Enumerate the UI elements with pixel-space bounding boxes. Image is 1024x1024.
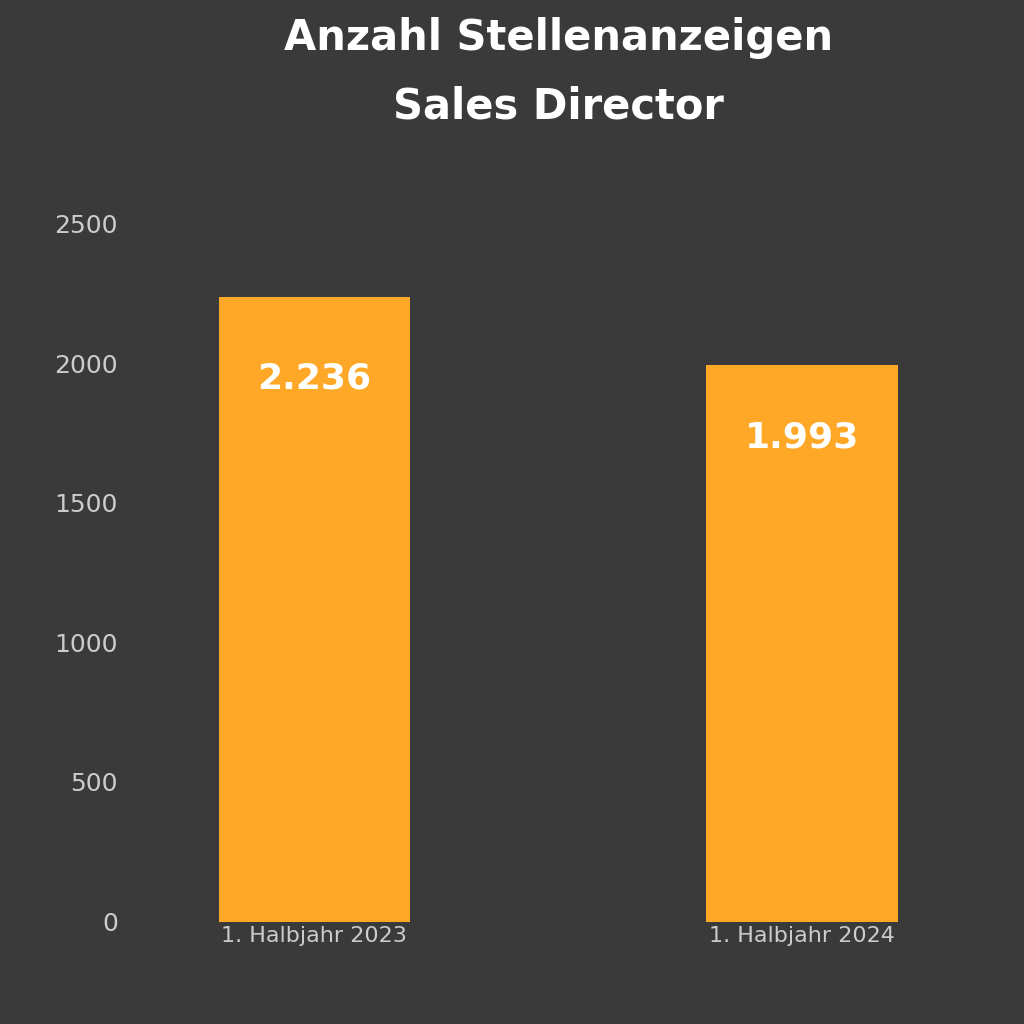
Bar [707, 365, 897, 922]
Bar [219, 297, 410, 922]
Text: 1.993: 1.993 [744, 421, 859, 455]
Text: 2.236: 2.236 [257, 361, 372, 395]
Title: Anzahl Stellenanzeigen
Sales Director: Anzahl Stellenanzeigen Sales Director [284, 17, 833, 128]
